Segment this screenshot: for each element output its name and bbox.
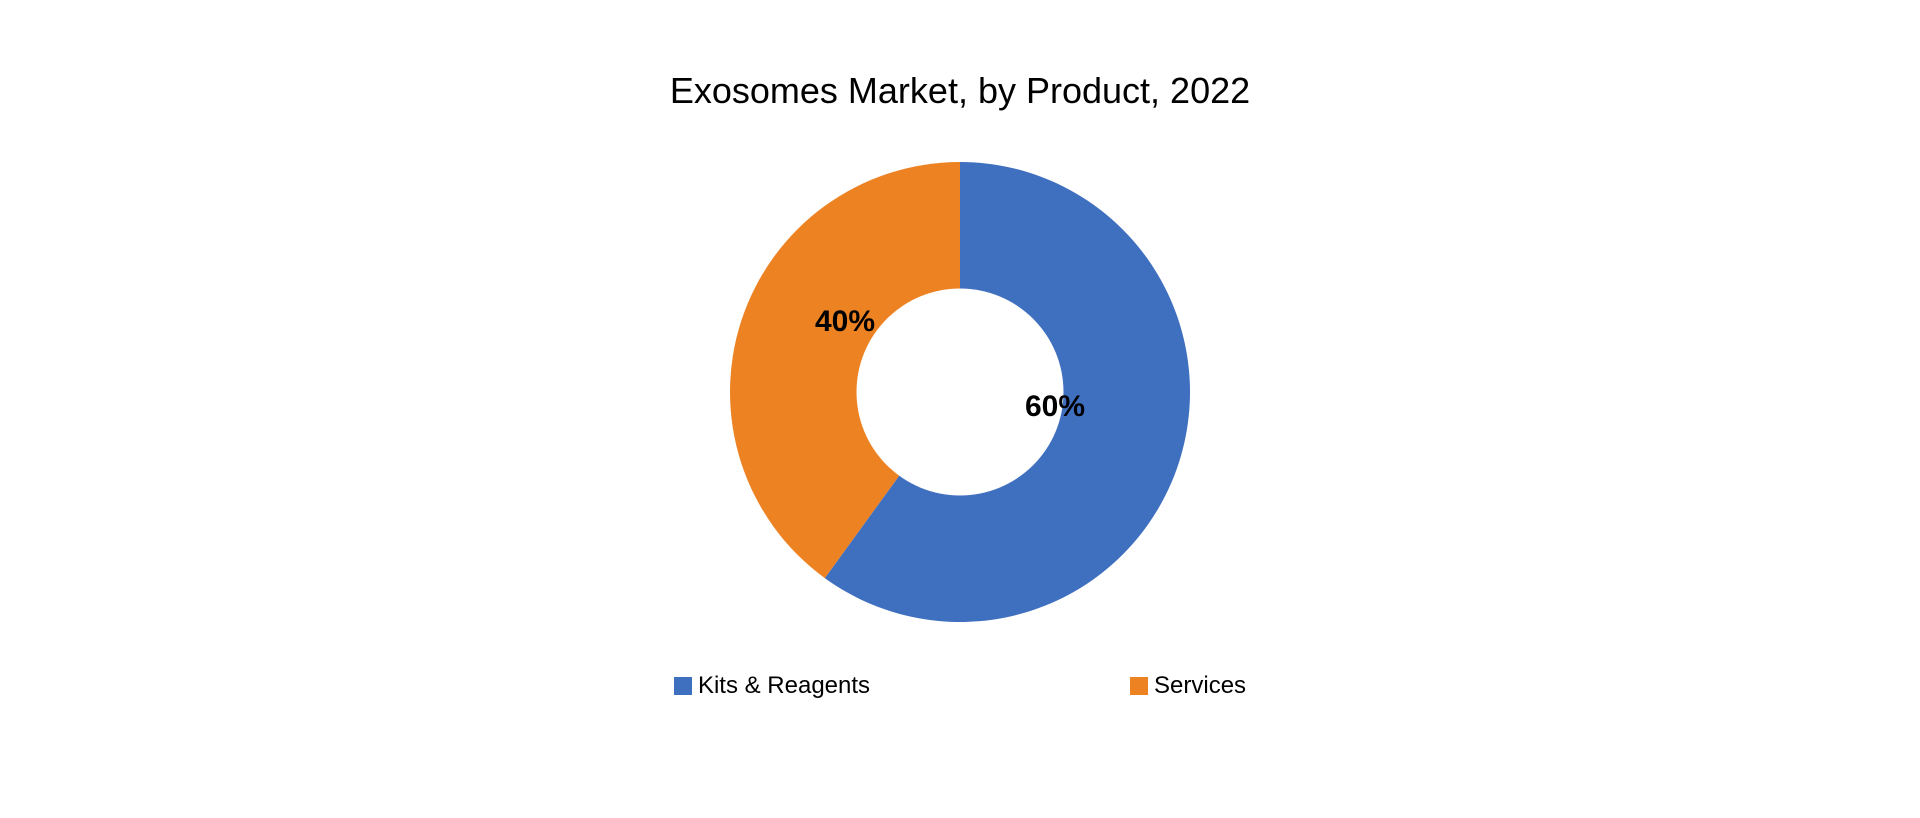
legend-swatch-icon [1130, 677, 1148, 695]
legend-label: Kits & Reagents [698, 672, 870, 700]
chart-container: Exosomes Market, by Product, 2022 60% 40%… [0, 0, 1920, 818]
legend-swatch-icon [674, 677, 692, 695]
legend-item-kits-reagents: Kits & Reagents [674, 672, 870, 700]
slice-label: 60% [1025, 390, 1085, 424]
donut-chart: 60% 40% [710, 142, 1210, 642]
legend-item-services: Services [1130, 672, 1246, 700]
donut-svg [710, 142, 1210, 642]
slice-label: 40% [815, 305, 875, 339]
legend: Kits & Reagents Services [674, 672, 1246, 700]
legend-label: Services [1154, 672, 1246, 700]
chart-title: Exosomes Market, by Product, 2022 [670, 70, 1250, 112]
